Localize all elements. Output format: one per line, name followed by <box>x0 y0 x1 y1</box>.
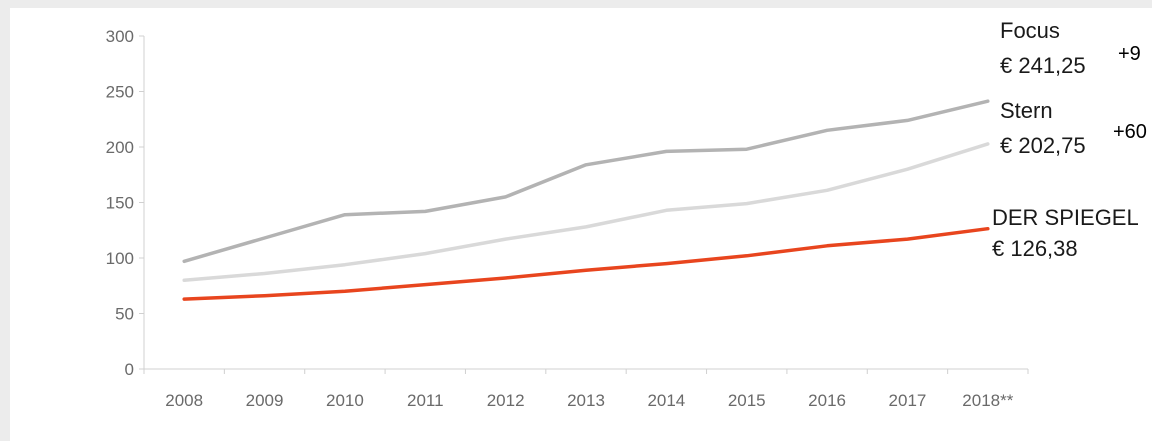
x-tick-label: 2009 <box>246 391 284 410</box>
y-tick-label: 150 <box>106 194 134 213</box>
focus-change-label: +9 <box>1118 43 1141 65</box>
stern-change-label: +60 <box>1113 121 1147 143</box>
y-tick-label: 200 <box>106 138 134 157</box>
axes: 0 50 100 150 200 250 300 2008 2009 2010 2011 2012 20… <box>106 27 1029 410</box>
x-tick-label: 2013 <box>567 391 605 410</box>
y-tick-label: 50 <box>115 305 134 324</box>
spiegel-price-label: € 126,38 <box>992 236 1078 261</box>
x-tick-label: 2017 <box>889 391 927 410</box>
y-tick-label: 250 <box>106 83 134 102</box>
y-tick-label: 100 <box>106 249 134 268</box>
stern-series-line <box>182 142 990 282</box>
x-tick-label: 2008 <box>165 391 203 410</box>
focus-name-label: Focus <box>1000 18 1060 43</box>
x-tick-label: 2014 <box>647 391 685 410</box>
series-lines <box>182 99 990 301</box>
stern-price-label: € 202,75 <box>1000 133 1086 158</box>
x-tick-label: 2016 <box>808 391 846 410</box>
x-tick-label: 2012 <box>487 391 525 410</box>
chart-panel: 0 50 100 150 200 250 300 2008 2009 2010 2011 2012 20… <box>10 8 1152 441</box>
stern-name-label: Stern <box>1000 98 1053 123</box>
x-tick-label: 2018** <box>962 391 1013 410</box>
x-tick-label: 2011 <box>407 391 444 410</box>
x-tick-label: 2010 <box>326 391 364 410</box>
focus-price-label: € 241,25 <box>1000 53 1086 78</box>
y-tick-label: 300 <box>106 27 134 46</box>
focus-series-line <box>182 99 990 264</box>
series-end-labels: Focus € 241,25 +9 Stern € 202,75 +60 DER… <box>992 18 1147 261</box>
spiegel-series-line <box>182 226 990 301</box>
spiegel-name-label: DER SPIEGEL <box>992 205 1139 230</box>
x-tick-label: 2015 <box>728 391 766 410</box>
line-chart: 0 50 100 150 200 250 300 2008 2009 2010 2011 2012 20… <box>106 18 1147 410</box>
y-tick-label: 0 <box>125 360 134 379</box>
